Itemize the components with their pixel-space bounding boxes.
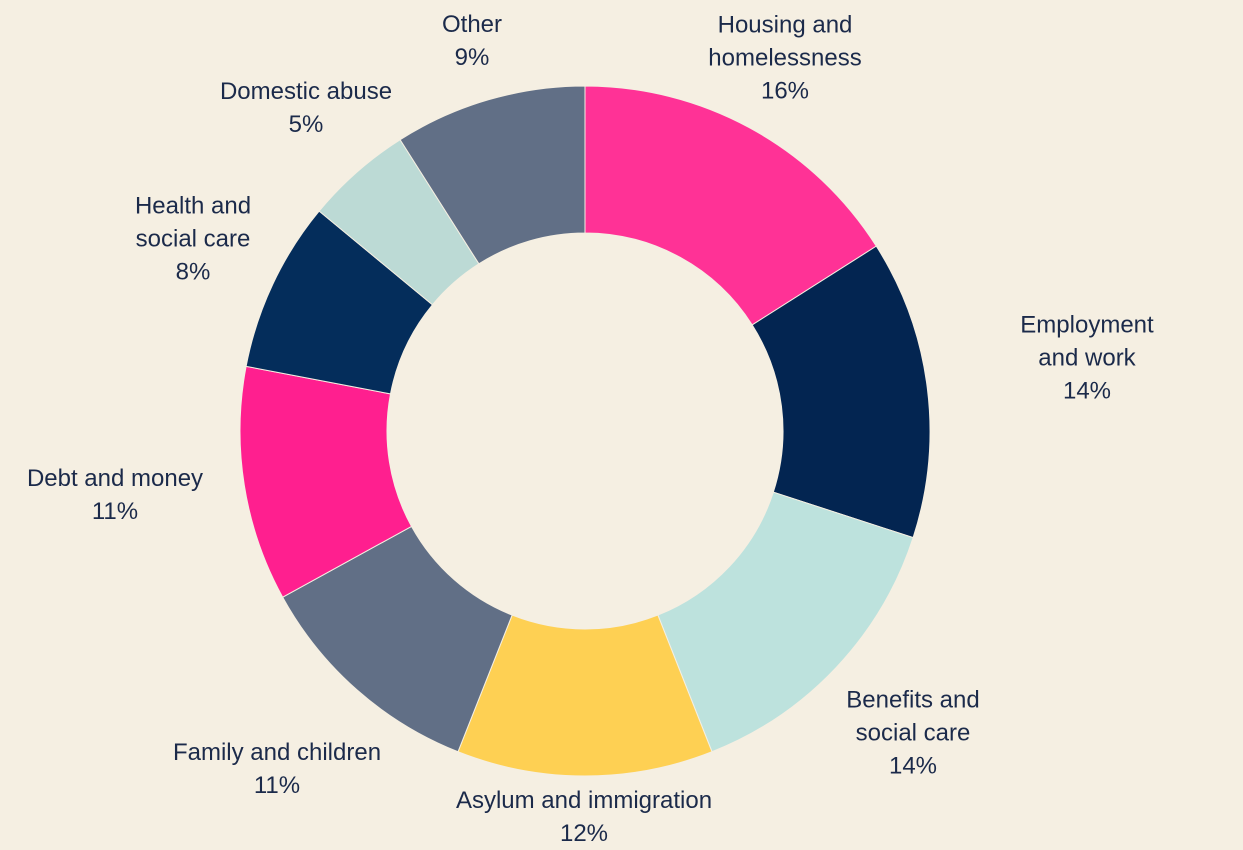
slice-label-domestic-abuse: Domestic abuse 5% <box>220 75 392 141</box>
slice-name: Benefits and social care <box>846 686 980 747</box>
slice-label-benefits-and-social-care: Benefits and social care 14% <box>846 684 979 783</box>
slice-name: Domestic abuse <box>219 78 393 105</box>
slice-value: 9% <box>454 44 490 71</box>
slice-housing-and-homelessness <box>584 85 877 326</box>
slice-value: 11% <box>253 772 301 799</box>
slice-name: Family and children <box>172 739 382 766</box>
slice-employment-and-work <box>751 245 931 539</box>
slice-name: Employment and work <box>1020 311 1154 372</box>
slice-value: 11% <box>91 498 139 525</box>
slice-name: Health and social care <box>134 192 252 253</box>
slice-label-asylum-and-immigration: Asylum and immigration 12% <box>456 784 712 850</box>
slice-label-housing-and-homelessness: Housing and homelessness 16% <box>708 9 861 108</box>
slice-value: 14% <box>1062 377 1112 405</box>
slice-value: 16% <box>760 77 810 105</box>
slice-label-employment-and-work: Employment and work 14% <box>1009 309 1165 408</box>
slice-value: 12% <box>559 820 609 847</box>
slice-name: Other <box>441 11 503 38</box>
slice-value: 8% <box>175 258 211 286</box>
slice-name: Housing and homelessness <box>708 11 862 72</box>
slice-label-debt-and-money: Debt and money 11% <box>27 462 203 528</box>
slice-benefits-and-social-care <box>657 491 914 753</box>
slice-name: Asylum and immigration <box>455 787 713 814</box>
slice-other <box>399 85 586 265</box>
slice-name: Debt and money <box>26 465 204 492</box>
slice-value: 5% <box>288 111 324 138</box>
slice-label-health-and-social-care: Health and social care 8% <box>135 190 251 289</box>
slice-value: 14% <box>888 752 938 780</box>
slice-label-family-and-children: Family and children 11% <box>173 736 381 802</box>
slice-label-other: Other 9% <box>442 8 502 74</box>
